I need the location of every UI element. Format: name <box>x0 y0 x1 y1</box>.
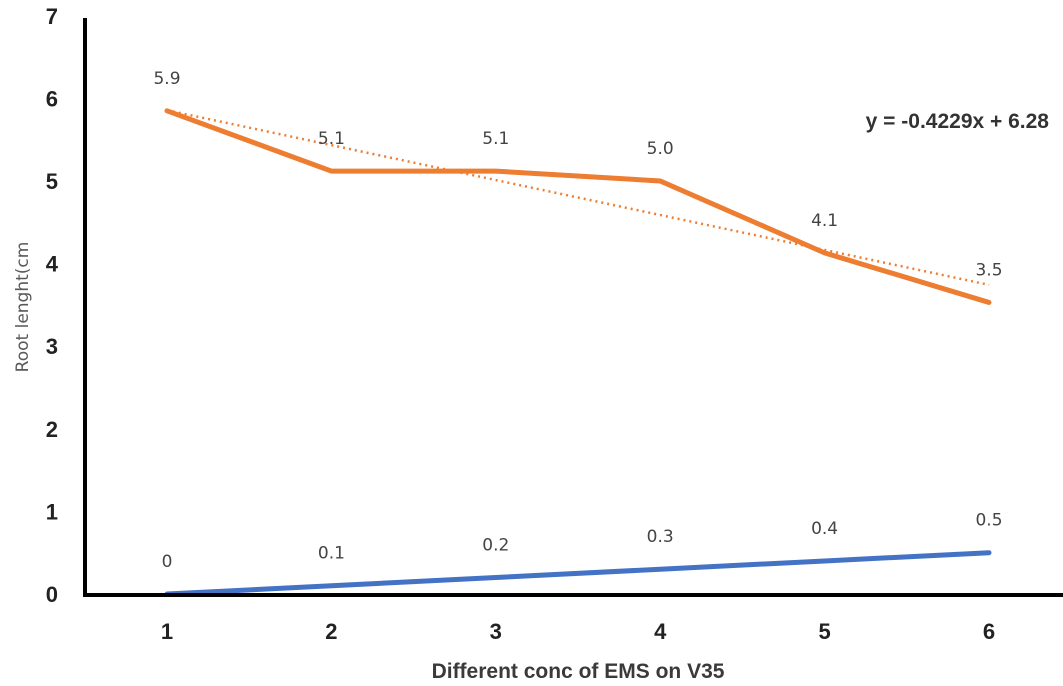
data-label: 4.1 <box>811 211 838 231</box>
data-label: 0.4 <box>811 519 838 539</box>
y-tick-label: 0 <box>46 582 58 607</box>
data-label: 0.1 <box>318 544 345 564</box>
series-line-2 <box>164 550 992 597</box>
x-axis-label: Different conc of EMS on V35 <box>432 660 725 683</box>
data-label: 0.3 <box>647 527 674 547</box>
y-tick-label: 6 <box>46 86 58 111</box>
y-tick-label: 5 <box>46 169 58 194</box>
data-label: 0.2 <box>482 535 509 555</box>
y-tick-label: 1 <box>46 499 58 524</box>
y-axis-label: Root lenght(cm <box>13 242 33 373</box>
series-line-1 <box>164 108 992 305</box>
y-tick-label: 2 <box>46 417 58 442</box>
y-tick-label: 7 <box>46 4 58 29</box>
y-tick-label: 3 <box>46 334 58 359</box>
plot-area: 5.9 5.1 5.1 5.0 4.1 3.5 0 0.1 0.2 0.3 0.4 0.5 <box>153 69 1003 597</box>
data-label: 5.0 <box>647 139 674 159</box>
trendline-equation: y = -0.4229x + 6.28 <box>866 110 1050 133</box>
data-label: 0.5 <box>975 511 1002 531</box>
x-tick-label: 5 <box>818 619 830 644</box>
x-tick-label: 6 <box>983 619 995 644</box>
linear-trendline <box>166 108 990 287</box>
x-tick-label: 1 <box>161 619 173 644</box>
data-label: 0 <box>162 552 173 572</box>
y-tick-label: 4 <box>46 252 59 277</box>
x-tick-label: 4 <box>654 619 667 644</box>
data-label: 5.1 <box>318 129 345 149</box>
data-label: 5.1 <box>482 129 509 149</box>
y-axis-ticks: 0 1 2 3 4 5 6 7 <box>46 4 59 607</box>
data-label: 5.9 <box>153 69 180 89</box>
x-axis-ticks: 1 2 3 4 5 6 <box>161 619 995 644</box>
data-label: 3.5 <box>975 260 1002 280</box>
x-tick-label: 3 <box>490 619 502 644</box>
x-tick-label: 2 <box>325 619 337 644</box>
